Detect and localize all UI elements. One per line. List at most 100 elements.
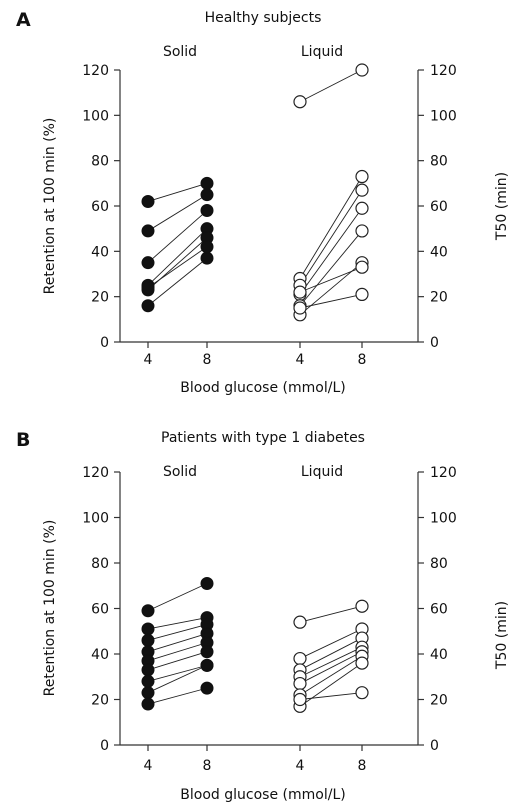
panel-b-liquid-pair-line	[299, 628, 363, 659]
panel-a-solid-point	[200, 251, 214, 265]
panel-a-solid-pair-line	[147, 210, 208, 264]
panel-b-left-tick-label: 0	[100, 738, 109, 754]
panel-b-solid-point	[141, 697, 155, 711]
panel-b-liquid-pair-line	[299, 662, 363, 707]
panel-a-left-tick-label: 0	[100, 335, 109, 351]
panel-b-solid-pair-line	[147, 664, 208, 682]
panel-b-left-tick-label: 20	[91, 693, 109, 709]
panel-a-solid-pair-line	[147, 257, 208, 307]
panel-a-right-tick-label: 40	[430, 244, 448, 260]
panel-a-left-tick-label: 60	[91, 199, 109, 215]
panel-b-liquid-point	[293, 651, 307, 666]
panel-b-solid-point	[141, 622, 155, 636]
panel-a-left-tick-label: 20	[91, 290, 109, 306]
panel-b-right-tick-label: 100	[430, 511, 457, 527]
panel-a-x-axis-title: Blood glucose (mmol/L)	[180, 380, 345, 396]
panel-a-right-tick-label: 100	[430, 108, 457, 124]
panel-a-liquid-point	[355, 224, 369, 238]
panel-b-solid-point	[141, 686, 155, 700]
panel-b-liquid-point	[355, 686, 369, 700]
panel-b-liquid-pair-line	[299, 655, 363, 696]
panel-a-liquid-pair-line	[299, 189, 363, 286]
panel-b-left-tick-label: 100	[82, 511, 109, 527]
panel-a-solid-point	[141, 281, 155, 295]
panel-a-liquid-point	[293, 95, 307, 109]
panel-b-solid-pair-line	[147, 617, 208, 630]
panel-a-x-tick-label: 4	[296, 352, 305, 368]
panel-a-liquid-point	[355, 63, 369, 77]
panel-a-right-tick-label: 120	[430, 63, 457, 79]
panel-a-solid-point	[141, 299, 155, 313]
panel-a-right-tick-label: 20	[430, 290, 448, 306]
panel-a-liquid-point	[355, 260, 369, 274]
panel-a-right-tick-label: 80	[430, 154, 448, 170]
panel-a-solid-point	[200, 204, 214, 218]
panel-b-left-tick-label: 60	[91, 602, 109, 618]
panel-a-left-axis-title: Retention at 100 min (%)	[42, 118, 58, 295]
panel-a-title: Healthy subjects	[205, 10, 322, 26]
panel-b-liquid-pair-line	[299, 692, 363, 700]
panel-b-letter: B	[16, 429, 30, 451]
panel-a-solid-pair-line	[147, 182, 208, 202]
panel-b-solid-point	[141, 633, 155, 647]
panel-b-solid-point	[200, 645, 214, 659]
panel-b-right-tick-label: 120	[430, 465, 457, 481]
panel-a-left-tick-label: 120	[82, 63, 109, 79]
panel-b-solid-pair-line	[147, 633, 208, 653]
panel-b-left-tick-label: 120	[82, 465, 109, 481]
panel-b-solid-pair-line	[147, 664, 208, 694]
panel-a-x-tick-label: 8	[358, 352, 367, 368]
panel-b-right-tick-label: 0	[430, 738, 439, 754]
panel-a-left-tick-label: 100	[82, 108, 109, 124]
panel-b-solid-point	[200, 576, 214, 590]
panel-a-letter: A	[16, 9, 31, 31]
panel-b-solid-pair-line	[147, 687, 208, 705]
panel-b-solid-pair-line	[147, 651, 208, 671]
panel-b-right-tick-label: 60	[430, 602, 448, 618]
panel-a-group-label-solid: Solid	[163, 44, 197, 60]
panel-b-group-label-liquid: Liquid	[301, 464, 343, 480]
panel-a-right-axis-title: T50 (min)	[494, 172, 510, 241]
panel-a-solid-point	[200, 188, 214, 202]
panel-b-right-tick-label: 40	[430, 647, 448, 663]
panel-b-solid-pair-line	[147, 623, 208, 641]
panel-a-liquid-pair-line	[299, 208, 363, 295]
panel-a-liquid-point	[355, 183, 369, 197]
panel-a-liquid-pair-line	[299, 293, 363, 309]
panel-b-liquid-point	[293, 692, 307, 707]
panel-b-right-tick-label: 20	[430, 693, 448, 709]
panel-b-liquid-point	[293, 676, 307, 691]
panel-a-solid-pair-line	[147, 228, 208, 286]
panel-b-solid-pair-line	[147, 642, 208, 662]
panel-a-liquid-pair-line	[299, 176, 363, 279]
panel-b-title: Patients with type 1 diabetes	[161, 430, 365, 446]
panel-a-left-tick-label: 80	[91, 154, 109, 170]
panel-b-x-axis-title: Blood glucose (mmol/L)	[180, 787, 345, 803]
panel-b-solid-point	[141, 674, 155, 688]
panel-a-solid-point	[141, 224, 155, 238]
panel-b-solid-point	[200, 658, 214, 672]
panel-b-liquid-pair-line	[299, 646, 363, 678]
panel-b-right-axis-title: T50 (min)	[494, 601, 510, 670]
panel-b-right-tick-label: 80	[430, 556, 448, 572]
panel-b-solid-point	[200, 681, 214, 695]
panel-b-liquid-point	[355, 656, 369, 670]
panel-a-x-tick-label: 8	[203, 352, 212, 368]
panel-b-x-tick-label: 4	[296, 758, 305, 774]
panel-b-x-tick-label: 4	[144, 758, 153, 774]
panel-a-solid-pair-line	[147, 194, 208, 232]
panel-b-liquid-point	[355, 599, 369, 613]
panel-b-liquid-point	[293, 615, 307, 629]
panel-b-left-axis-title: Retention at 100 min (%)	[42, 520, 58, 697]
panel-a-group-label-liquid: Liquid	[301, 44, 343, 60]
panel-a-liquid-point	[355, 201, 369, 215]
panel-a-right-tick-label: 60	[430, 199, 448, 215]
panel-a-x-tick-label: 4	[144, 352, 153, 368]
panel-a-solid-pair-line	[147, 246, 208, 288]
panel-a-liquid-point	[355, 287, 369, 301]
panel-a-right-tick-label: 0	[430, 335, 439, 351]
panel-a-liquid-pair-line	[299, 230, 363, 307]
panel-b-group-label-solid: Solid	[163, 464, 197, 480]
panel-b-left-tick-label: 40	[91, 647, 109, 663]
